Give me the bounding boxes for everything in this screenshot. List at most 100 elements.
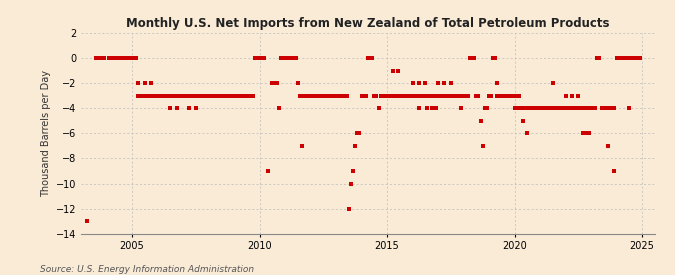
Point [182, 94, 193, 98]
Point [207, 94, 218, 98]
Point [518, 119, 529, 123]
Point [346, 182, 356, 186]
Point [618, 56, 628, 60]
Point [131, 56, 142, 60]
Point [558, 106, 569, 111]
Point [294, 94, 305, 98]
Point [224, 94, 235, 98]
Point [485, 94, 496, 98]
Point [409, 94, 420, 98]
Point [150, 94, 161, 98]
Point [551, 106, 562, 111]
Point [252, 56, 263, 60]
Point [420, 81, 431, 85]
Point [448, 94, 458, 98]
Point [501, 94, 512, 98]
Point [426, 94, 437, 98]
Point [492, 94, 503, 98]
Point [362, 56, 373, 60]
Point [165, 94, 176, 98]
Point [414, 81, 425, 85]
Point [437, 94, 448, 98]
Point [188, 94, 199, 98]
Point [352, 131, 362, 136]
Point [471, 94, 482, 98]
Point [431, 94, 441, 98]
Point [165, 106, 176, 111]
Point [316, 94, 327, 98]
Point [609, 169, 620, 173]
Point [420, 94, 431, 98]
Point [301, 94, 312, 98]
Point [360, 94, 371, 98]
Point [116, 56, 127, 60]
Point [405, 94, 416, 98]
Point [379, 94, 390, 98]
Point [477, 144, 488, 148]
Point [171, 106, 182, 111]
Point [281, 56, 292, 60]
Point [322, 94, 333, 98]
Point [354, 131, 365, 136]
Point [299, 94, 310, 98]
Point [573, 106, 584, 111]
Point [307, 94, 318, 98]
Point [414, 94, 425, 98]
Point [275, 56, 286, 60]
Point [466, 56, 477, 60]
Point [520, 106, 531, 111]
Point [609, 106, 620, 111]
Point [125, 56, 136, 60]
Point [586, 106, 597, 111]
Point [146, 81, 157, 85]
Point [492, 81, 503, 85]
Point [118, 56, 129, 60]
Point [514, 106, 524, 111]
Point [342, 94, 352, 98]
Point [288, 56, 299, 60]
Point [396, 94, 407, 98]
Point [596, 106, 607, 111]
Point [566, 106, 577, 111]
Point [159, 94, 169, 98]
Point [541, 106, 551, 111]
Point [176, 94, 186, 98]
Point [163, 94, 173, 98]
Point [556, 106, 566, 111]
Point [620, 56, 630, 60]
Point [505, 94, 516, 98]
Point [290, 56, 301, 60]
Point [481, 106, 492, 111]
Point [407, 94, 418, 98]
Point [259, 56, 269, 60]
Point [600, 106, 611, 111]
Point [201, 94, 212, 98]
Point [529, 106, 539, 111]
Point [373, 106, 384, 111]
Point [522, 131, 533, 136]
Point [133, 81, 144, 85]
Point [524, 106, 535, 111]
Point [82, 219, 92, 223]
Point [575, 106, 586, 111]
Point [222, 94, 233, 98]
Point [344, 207, 354, 211]
Point [392, 68, 403, 73]
Point [141, 94, 152, 98]
Point [386, 94, 397, 98]
Point [326, 94, 337, 98]
Point [235, 94, 246, 98]
Point [479, 106, 490, 111]
Point [394, 94, 405, 98]
Point [507, 94, 518, 98]
Point [335, 94, 346, 98]
Point [367, 56, 377, 60]
Point [579, 106, 590, 111]
Point [348, 169, 358, 173]
Point [331, 94, 342, 98]
Point [146, 94, 157, 98]
Point [603, 106, 614, 111]
Point [433, 81, 443, 85]
Point [196, 94, 207, 98]
Point [562, 106, 573, 111]
